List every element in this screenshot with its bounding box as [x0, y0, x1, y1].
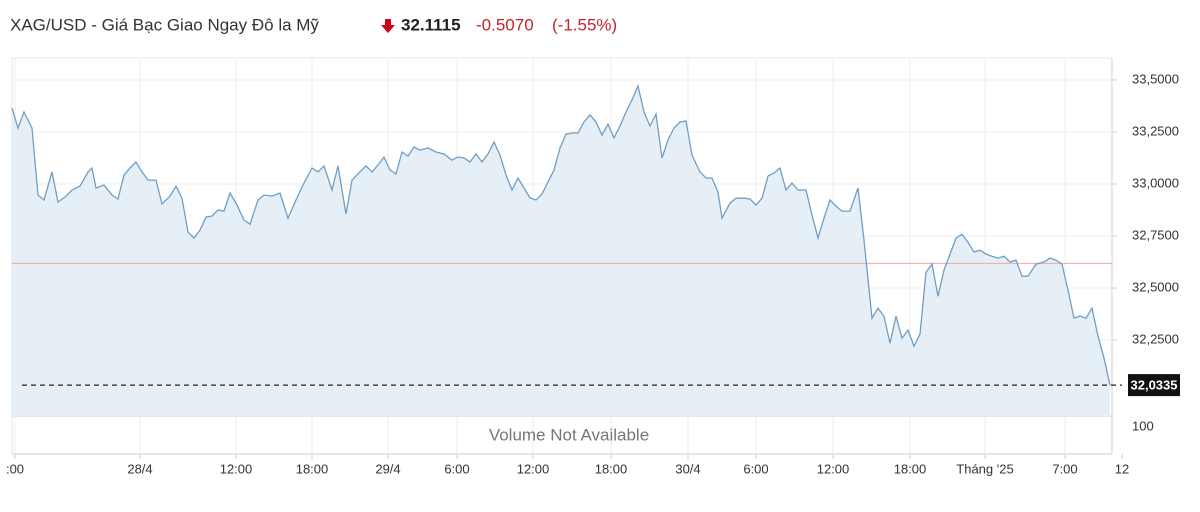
x-tick-label: 29/4	[375, 461, 400, 476]
y-tick-label: 32,5000	[1132, 279, 1179, 294]
chart-title: XAG/USD - Giá Bạc Giao Ngay Đô la Mỹ	[10, 15, 319, 34]
y-tick-label: 33,2500	[1132, 123, 1179, 138]
plot-area	[11, 83, 1122, 416]
down-arrow-icon	[381, 19, 395, 33]
x-tick-label: 12:00	[220, 461, 253, 476]
y-tick-label: 32,7500	[1132, 227, 1179, 242]
x-tick-label: 12:00	[517, 461, 550, 476]
x-tick-label: 30/4	[675, 461, 700, 476]
y-tick-label: 33,0000	[1132, 175, 1179, 190]
y-tick-label: 32,2500	[1132, 331, 1179, 346]
x-tick-label: 12:00	[817, 461, 850, 476]
volume-tick-label: 100	[1132, 418, 1154, 433]
price-change-percent: (-1.55%)	[552, 15, 617, 34]
x-tick-label: 6:00	[444, 461, 469, 476]
price-line	[11, 83, 1111, 386]
x-tick-label: 28/4	[127, 461, 152, 476]
x-tick-label: 18:00	[296, 461, 329, 476]
last-price-label: 32,0335	[1131, 378, 1178, 393]
x-tick-label: 18:00	[595, 461, 628, 476]
volume-note: Volume Not Available	[489, 425, 649, 444]
price: 32.1115	[401, 15, 461, 34]
x-tick-label: 7:00	[1052, 461, 1077, 476]
last-price-box	[1128, 374, 1180, 397]
x-tick-label: Tháng '25	[956, 461, 1013, 476]
price-change: -0.5070	[476, 15, 534, 34]
x-tick-label: 12	[1115, 461, 1129, 476]
x-tick-label: 18:00	[894, 461, 927, 476]
x-tick-label: :00	[6, 461, 24, 476]
area	[12, 86, 1110, 416]
y-tick-label: 33,5000	[1132, 71, 1179, 86]
x-tick-label: 6:00	[743, 461, 768, 476]
